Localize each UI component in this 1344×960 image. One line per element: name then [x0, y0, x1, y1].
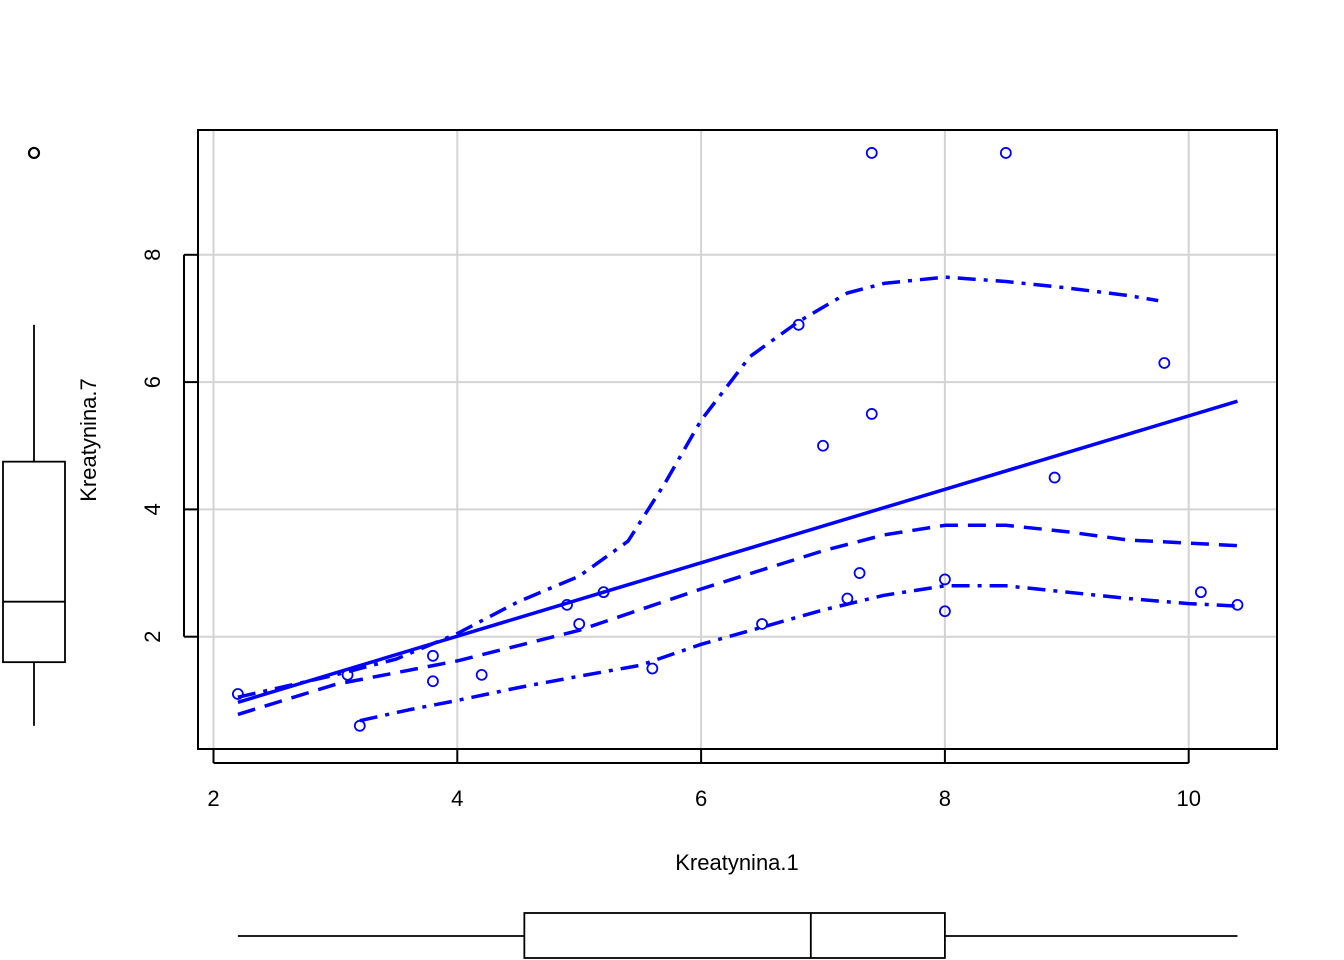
x-tick-label: 10 — [1176, 786, 1200, 811]
lower-spread-line — [359, 584, 1238, 723]
data-point — [353, 719, 366, 732]
data-point — [646, 662, 659, 675]
data-point — [573, 618, 586, 630]
data-point — [939, 573, 951, 586]
x-boxplot-box — [523, 912, 946, 959]
y-tick-label: 6 — [140, 376, 165, 388]
data-point — [1231, 598, 1244, 611]
data-point — [1194, 586, 1207, 599]
x-axis: 2 4 6 8 10 — [207, 749, 1201, 811]
x-tick-label: 4 — [451, 786, 463, 811]
y-tick-label: 8 — [140, 249, 165, 261]
data-point — [841, 592, 854, 605]
y-boxplot-box — [2, 460, 66, 664]
y-boxplot-outlier — [27, 146, 41, 160]
data-point — [865, 147, 878, 159]
smooth-line — [237, 523, 1238, 717]
plot-frame — [197, 129, 1278, 750]
data-layer — [231, 147, 1244, 732]
data-point — [341, 668, 354, 681]
data-point — [756, 618, 768, 630]
data-point — [427, 675, 439, 688]
x-tick-label: 2 — [207, 786, 219, 811]
data-point — [1048, 471, 1061, 484]
data-point — [817, 439, 829, 452]
data-point — [792, 318, 805, 331]
data-point — [853, 567, 866, 579]
x-axis-label: Kreatynina.1 — [675, 850, 799, 875]
data-point — [475, 668, 488, 681]
data-point — [427, 649, 439, 662]
y-boxplot — [2, 146, 66, 726]
data-point — [999, 147, 1012, 159]
x-tick-label: 8 — [939, 786, 951, 811]
data-point — [1158, 357, 1171, 369]
data-point — [939, 605, 951, 618]
x-boxplot — [237, 912, 1238, 959]
data-point — [231, 688, 244, 700]
data-point — [865, 408, 878, 420]
y-axis: 2 4 6 8 — [140, 249, 198, 643]
y-tick-label: 2 — [140, 631, 165, 643]
regression-line — [237, 399, 1239, 704]
x-tick-label: 6 — [695, 786, 707, 811]
data-point — [561, 598, 573, 611]
data-point — [597, 586, 610, 599]
y-tick-label: 4 — [140, 503, 165, 515]
grid — [198, 130, 1277, 749]
upper-spread-line — [237, 275, 1159, 699]
y-axis-label: Kreatynina.7 — [76, 378, 101, 502]
